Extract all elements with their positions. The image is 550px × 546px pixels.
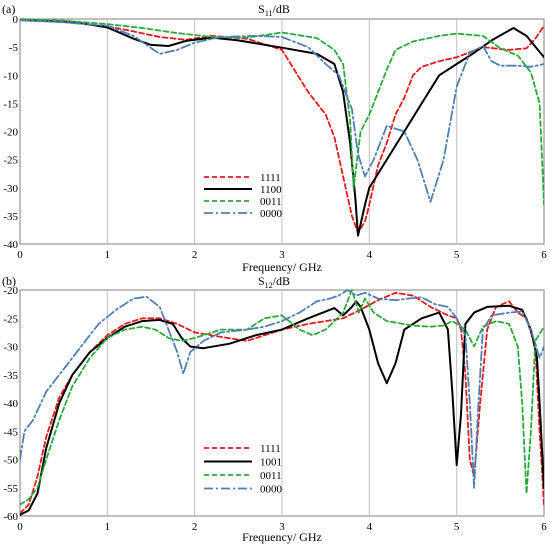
title-sub: 11 <box>265 9 273 18</box>
y-tick-label: -60 <box>3 511 18 523</box>
y-tick-label: -55 <box>3 483 18 495</box>
y-tick-label: -10 <box>3 70 18 82</box>
y-tick-label: -30 <box>3 183 18 195</box>
series-group <box>20 289 544 516</box>
x-tick-label: 2 <box>192 249 198 261</box>
series-group <box>20 18 544 237</box>
legend-label: 0000 <box>260 208 283 220</box>
x-tick-label: 0 <box>17 249 23 261</box>
title-main: S <box>258 274 265 288</box>
y-tick-label: -40 <box>3 398 18 410</box>
y-tick-label: 0 <box>13 14 19 26</box>
series-line-0000 <box>20 289 544 489</box>
y-tick-label: -40 <box>3 239 18 251</box>
x-tick-label: 5 <box>454 249 460 261</box>
x-tick-label: 3 <box>279 521 285 533</box>
x-axis-label: Frequency/ GHz <box>242 530 322 544</box>
legend-label: 0011 <box>260 470 282 482</box>
x-tick-label: 1 <box>105 249 111 261</box>
legend-label: 1100 <box>260 184 282 196</box>
series-line-0011 <box>20 18 544 206</box>
x-tick-label: 4 <box>367 521 373 533</box>
x-tick-label: 4 <box>367 249 373 261</box>
legend-label: 1001 <box>260 457 282 469</box>
legend-label: 0000 <box>260 484 283 496</box>
y-tick-label: -35 <box>3 370 18 382</box>
x-tick-label: 3 <box>279 249 285 261</box>
title-main: S <box>258 2 265 16</box>
title-unit: /dB <box>273 2 290 16</box>
x-tick-label: 1 <box>105 521 111 533</box>
y-tick-label: -20 <box>3 285 18 297</box>
series-line-0000 <box>20 19 544 203</box>
panel-label: (b) <box>2 274 16 288</box>
legend-label: 1111 <box>260 443 281 455</box>
legend-label: 1111 <box>260 172 281 184</box>
y-tick-label: -5 <box>9 42 19 54</box>
x-tick-label: 2 <box>192 521 198 533</box>
series-line-0011 <box>20 289 544 506</box>
legend-label: 0011 <box>260 196 282 208</box>
panel-label: (a) <box>2 2 15 16</box>
x-axis-label: Frequency/ GHz <box>242 260 322 274</box>
y-tick-label: -50 <box>3 455 18 467</box>
y-tick-label: -20 <box>3 127 18 139</box>
chart-panel-a: 0 1 2 3 4 5 6 0 -5 -10 -15 -20 -25 -30 -35 -40 (a) S11/dB… <box>2 2 547 274</box>
chart-panel-b: 0 1 2 3 4 5 6-20-25-30-35-40-45-50-55-60(b) S12… <box>2 274 547 544</box>
y-tick-label: -15 <box>3 98 18 110</box>
chart-title: S12/dB <box>258 274 290 290</box>
title-unit: /dB <box>273 274 290 288</box>
x-tick-label: 6 <box>541 249 547 261</box>
y-tick-label: -35 <box>3 211 18 223</box>
y-tick-label: -25 <box>3 155 18 167</box>
title-sub: 12 <box>265 281 273 290</box>
y-tick-label: -30 <box>3 342 18 354</box>
chart-title: S11/dB <box>258 2 290 18</box>
x-tick-label: 0 <box>17 521 23 533</box>
x-tick-label: 5 <box>454 521 460 533</box>
x-tick-label: 6 <box>541 521 547 533</box>
y-tick-label: -25 <box>3 313 18 325</box>
y-tick-label: -45 <box>3 426 18 438</box>
